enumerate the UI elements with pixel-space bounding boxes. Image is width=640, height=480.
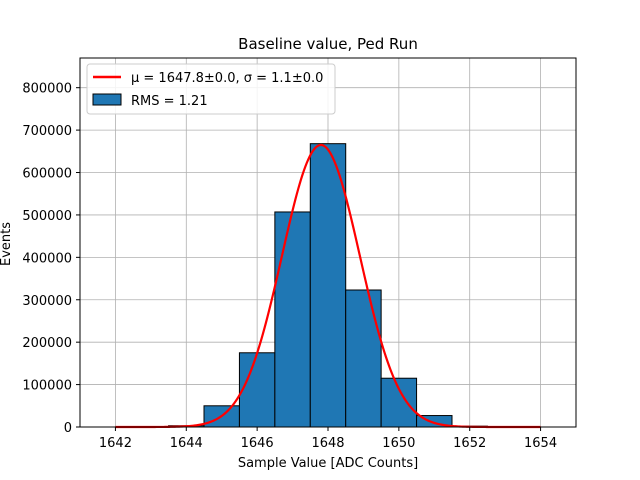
x-axis-label: Sample Value [ADC Counts]	[238, 456, 418, 471]
y-tick-label-3: 300000	[22, 294, 72, 309]
legend: μ = 1647.8±0.0, σ = 1.1±0.0 RMS = 1.21	[86, 63, 336, 115]
histogram-bar-6	[309, 143, 347, 428]
legend-fit-label: μ = 1647.8±0.0, σ = 1.1±0.0	[131, 71, 323, 86]
x-tick-label-4: 1650	[382, 436, 415, 451]
x-tick-label-5: 1652	[453, 436, 486, 451]
y-axis-label: Events	[0, 222, 14, 266]
y-tick-label-6: 600000	[22, 167, 72, 182]
histogram-bar-7	[345, 289, 382, 428]
y-tick-label-0: 0	[64, 421, 72, 436]
y-tick-label-8: 800000	[22, 82, 72, 97]
histogram-bars	[168, 143, 488, 428]
y-tick-label-7: 700000	[22, 124, 72, 139]
legend-hist-swatch	[92, 93, 122, 106]
y-tick-label-1: 100000	[22, 379, 72, 394]
histogram-bar-8	[380, 377, 418, 428]
chart-title: Baseline value, Ped Run	[238, 35, 418, 53]
legend-box	[86, 63, 336, 115]
x-tick-label-3: 1648	[311, 436, 344, 451]
y-axis-ticks: 0 100000 200000 300000 400000 500000 600000 700…	[22, 82, 80, 436]
legend-hist-label: RMS = 1.21	[131, 94, 208, 109]
y-tick-label-4: 400000	[22, 251, 72, 266]
x-tick-label-6: 1654	[524, 436, 557, 451]
histogram-bar-4	[238, 352, 276, 428]
x-tick-label-2: 1646	[241, 436, 274, 451]
y-tick-label-2: 200000	[22, 336, 72, 351]
histogram-bar-5	[274, 211, 311, 428]
x-axis-ticks: 1642 1644 1646 1648 1650 1652 1654	[99, 427, 557, 451]
x-tick-label-1: 1644	[170, 436, 203, 451]
x-tick-label-0: 1642	[99, 436, 132, 451]
y-tick-label-5: 500000	[22, 209, 72, 224]
